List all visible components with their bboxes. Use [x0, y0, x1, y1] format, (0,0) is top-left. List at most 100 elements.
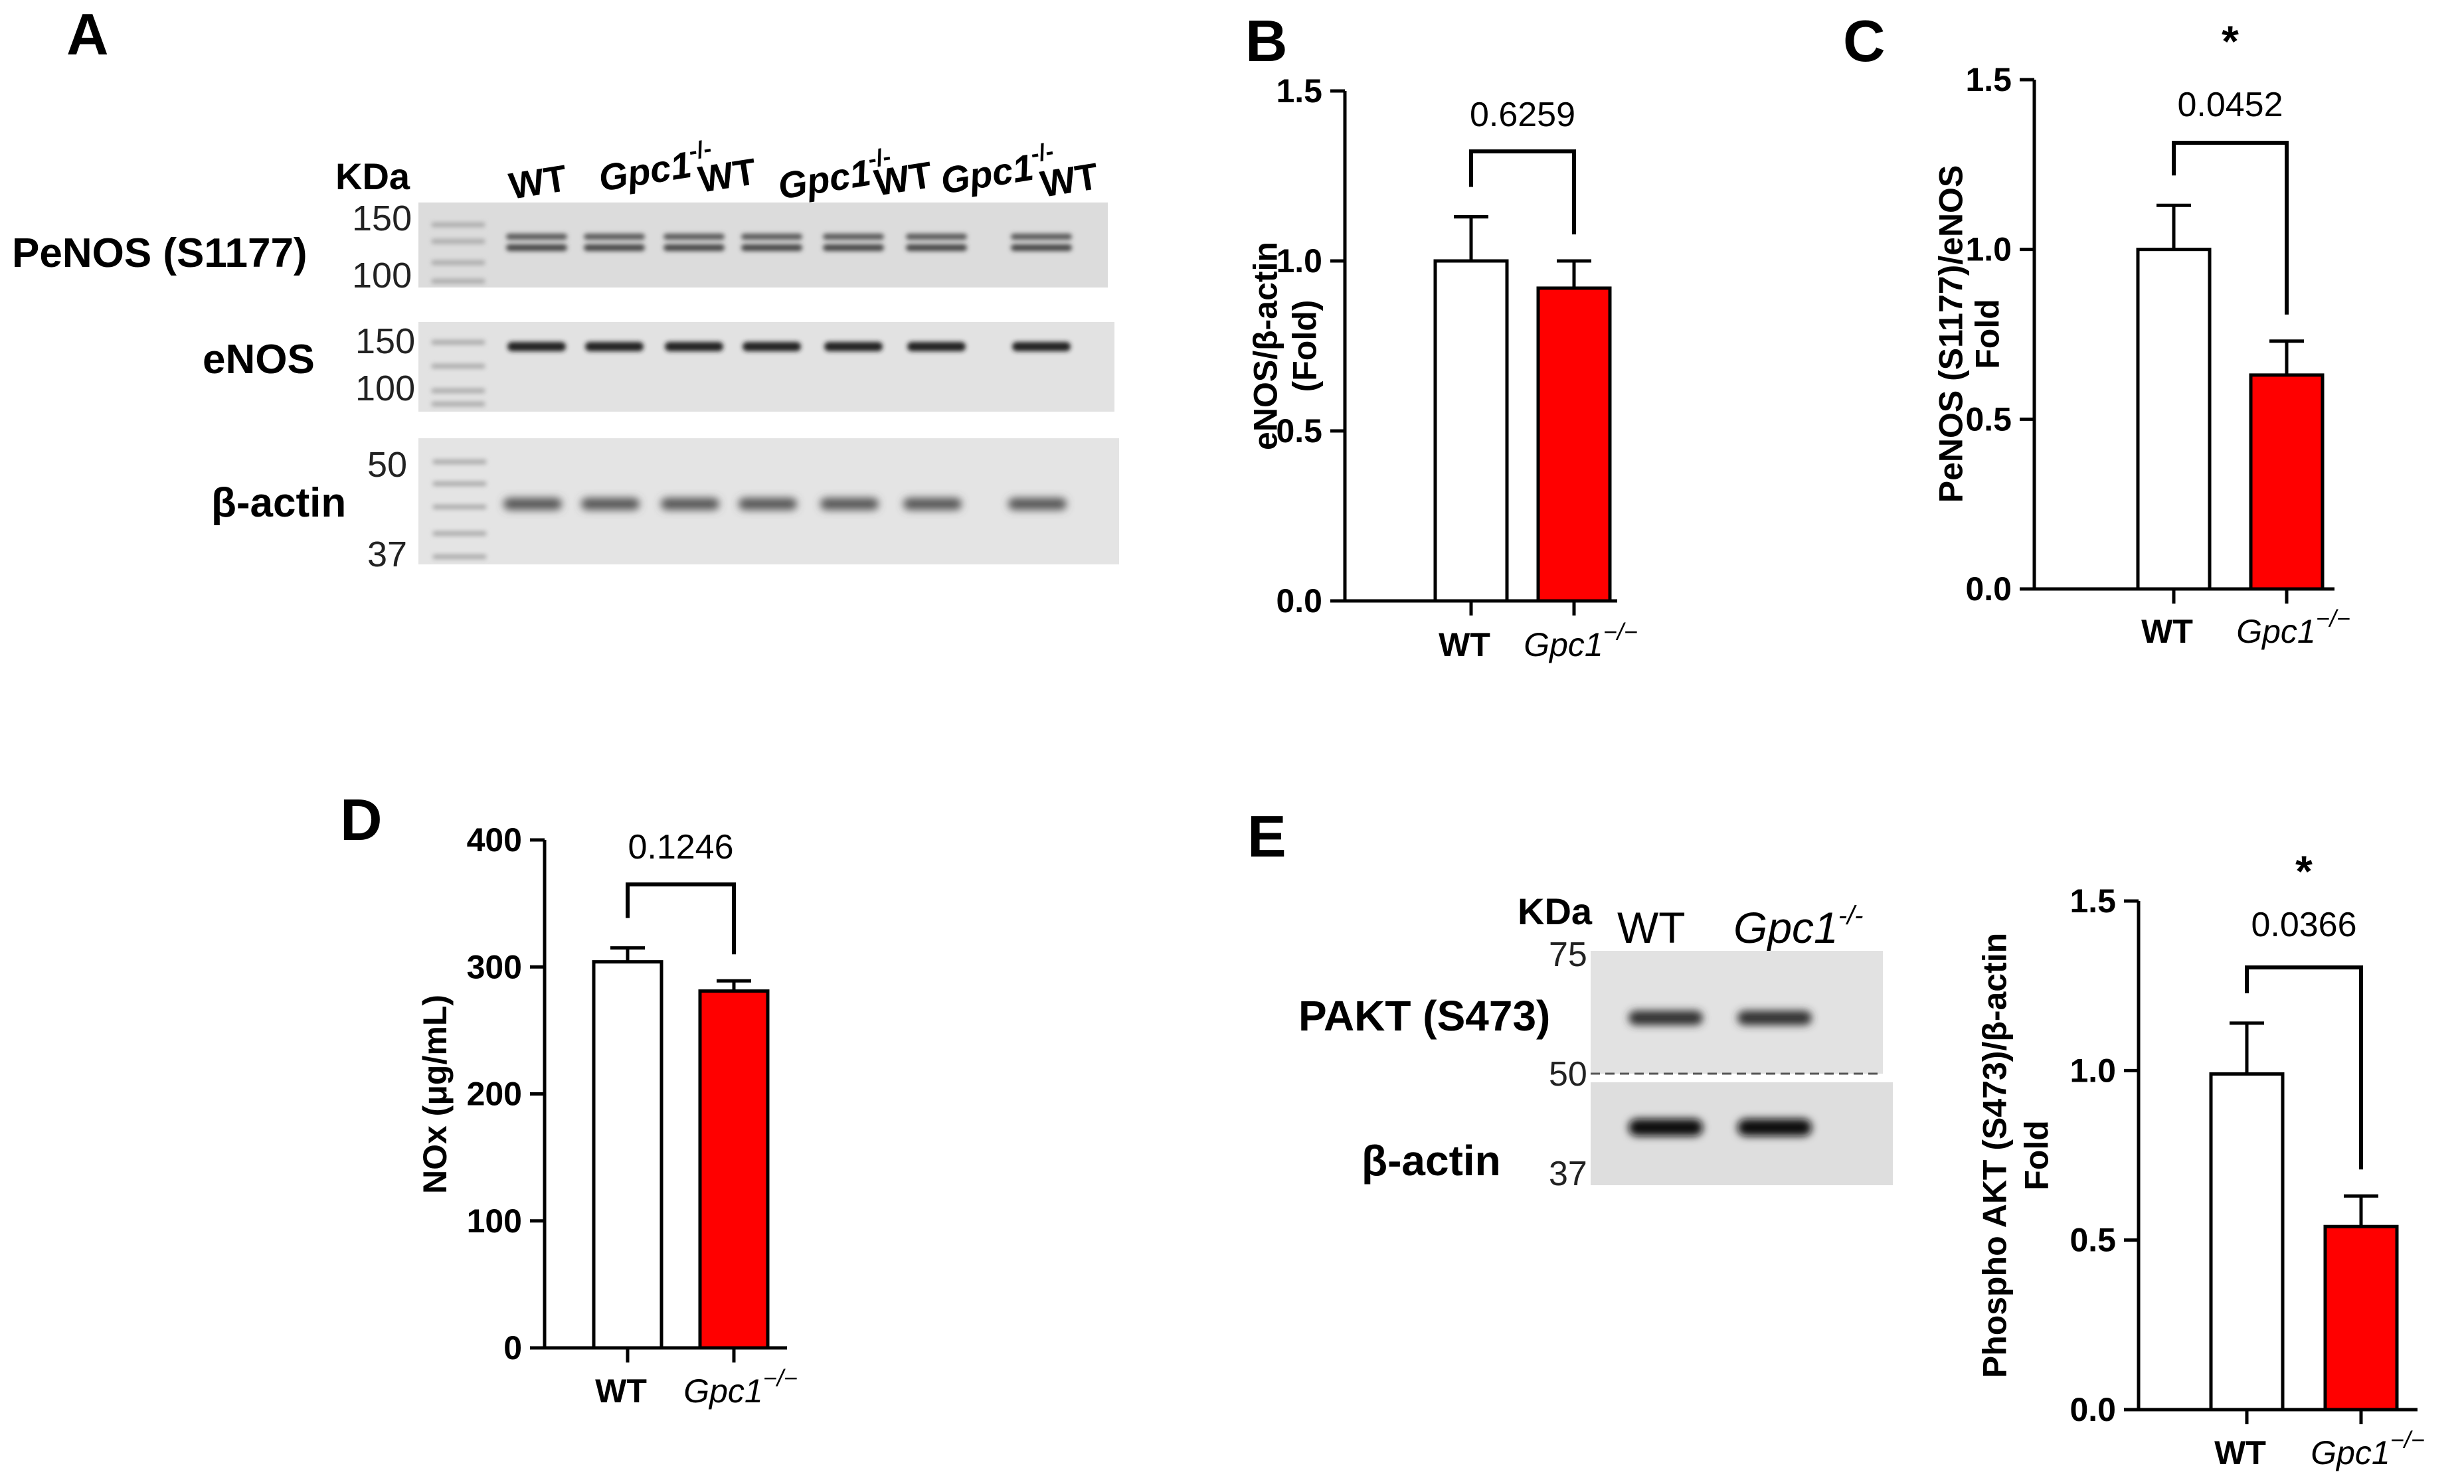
ladder-band — [433, 459, 486, 464]
panel-e-label: E — [1247, 803, 1286, 869]
x-category-label: Gpc1−/− — [1524, 618, 1638, 663]
blot-bands — [507, 342, 1071, 351]
blot-band — [820, 498, 879, 510]
blot-bands — [503, 498, 1067, 510]
blot-beta-actin: β-actin 50 37 — [211, 438, 1119, 574]
lane-label: WT — [506, 157, 570, 207]
mw-marker: 75 — [1549, 936, 1587, 974]
blot-band — [506, 234, 567, 240]
y-tick-label: 1.5 — [1965, 61, 2012, 98]
chart-d: 0 100 200 300 400 WT Gpc1−/− 0.1246 NOx (μg/mL) — [416, 821, 798, 1410]
y-tick-label: 100 — [467, 1202, 522, 1240]
panel-d-label: D — [340, 787, 383, 853]
significance-bracket — [1469, 149, 1576, 234]
blot-band — [741, 244, 802, 251]
blot-band — [1737, 1119, 1812, 1136]
blot-band — [1008, 498, 1067, 510]
y-tick-label: 0.0 — [1965, 570, 2012, 608]
significance-bracket — [2245, 965, 2363, 1170]
x-category-label: WT — [2141, 613, 2193, 650]
panel-e-blot: E KDa WT Gpc1-/- PAKT (S473) β-actin 75 … — [1247, 803, 1893, 1193]
y-tick-label: 1.0 — [1965, 231, 2012, 268]
mw-marker: 150 — [355, 321, 415, 361]
p-value-label: 0.0366 — [2251, 906, 2356, 944]
p-value-label: 0.6259 — [1470, 96, 1575, 134]
y-axis-label-line: Phospho AKT (S473)/β-actin — [1977, 933, 2014, 1378]
panel-a-lane-labels: WT Gpc1-/- WT Gpc1-/- WT Gpc1-/- WT — [506, 134, 1101, 206]
lane-label: Gpc1-/- — [1733, 901, 1864, 952]
blot-band — [906, 244, 967, 251]
blot-band — [584, 234, 645, 240]
y-tick-label: 0.5 — [1276, 412, 1322, 450]
lane-label: Gpc1-/- — [595, 134, 717, 199]
panel-b-label: B — [1245, 8, 1288, 74]
x-category-label: WT — [595, 1372, 647, 1410]
blot-ladder — [432, 222, 485, 284]
x-category-label: Gpc1−/− — [2236, 605, 2350, 650]
blot-label: eNOS — [203, 337, 315, 382]
blot-membrane — [418, 322, 1114, 412]
mw-marker: 150 — [352, 199, 412, 238]
p-value-label: 0.1246 — [628, 828, 733, 866]
mw-marker: 100 — [355, 369, 415, 408]
blot-ladder — [433, 459, 486, 559]
y-tick-label: 0.0 — [1276, 582, 1322, 619]
ladder-band — [432, 279, 485, 284]
y-tick-label: 200 — [467, 1076, 522, 1113]
chart-e: 0.0 0.5 1.0 1.5 WT Gpc1−/− 0.0366 * Phospho AKT … — [1977, 847, 2425, 1471]
x-category-label: WT — [1439, 626, 1490, 663]
bar — [2209, 1072, 2285, 1412]
significance-bracket — [626, 882, 736, 955]
ladder-band — [432, 388, 485, 393]
blot-band — [663, 244, 725, 251]
panel-a-kda-label: KDa — [335, 155, 410, 197]
y-tick-label: 1.0 — [1276, 242, 1322, 280]
panel-e-kda-label: KDa — [1518, 890, 1593, 932]
blot-label: PeNOS (S1177) — [12, 230, 308, 276]
blot-band — [661, 498, 719, 510]
bar — [2249, 373, 2325, 591]
ladder-band — [432, 222, 485, 227]
blot-band — [506, 244, 567, 251]
mw-marker: 37 — [1549, 1155, 1587, 1193]
blot-band — [743, 342, 801, 351]
lane-label: WT — [1037, 155, 1101, 205]
y-axis-label-line: Fold — [1969, 299, 2006, 369]
blot-label: β-actin — [1362, 1137, 1501, 1185]
significance-star: * — [2222, 17, 2239, 66]
mw-marker: 37 — [367, 535, 407, 574]
blot-band — [906, 234, 967, 240]
chart-c: 0.0 0.5 1.0 1.5 WT Gpc1−/− 0.0452 * PeNOS (S1177… — [1933, 17, 2350, 650]
mw-marker: 50 — [367, 445, 407, 485]
blot-band — [581, 498, 640, 510]
lane-label: WT — [695, 150, 759, 201]
blot-bands — [1628, 1011, 1812, 1025]
blot-band — [903, 498, 962, 510]
mw-marker: 100 — [352, 256, 412, 295]
ladder-band — [433, 505, 486, 509]
blot-band — [739, 498, 797, 510]
y-tick-label: 1.5 — [2069, 882, 2116, 920]
y-axis-label: eNOS/β-actin (Fold) — [1247, 242, 1324, 450]
bar — [592, 960, 663, 1350]
x-category-label: Gpc1−/− — [2311, 1426, 2425, 1471]
bar — [2136, 248, 2212, 591]
ladder-band — [432, 364, 485, 369]
blot-band — [1737, 1011, 1812, 1025]
blot-band — [824, 342, 883, 351]
y-tick-label: 0.5 — [1965, 400, 2012, 438]
ladder-band — [432, 260, 485, 265]
lane-label: WT — [871, 153, 935, 204]
y-axis-label-line: eNOS/β-actin — [1247, 242, 1284, 450]
y-axis-label-line: NOx (μg/mL) — [416, 995, 454, 1194]
x-category-label: Gpc1−/− — [683, 1364, 798, 1410]
ladder-band — [432, 402, 485, 406]
blot-band — [584, 244, 645, 251]
blot-label: β-actin — [211, 480, 346, 526]
y-axis-label-line: (Fold) — [1286, 300, 1323, 392]
y-tick-label: 0 — [503, 1329, 522, 1366]
ladder-band — [432, 239, 485, 244]
blot-band — [1011, 244, 1072, 251]
y-axis-label: Phospho AKT (S473)/β-actin Fold — [1977, 933, 2056, 1378]
